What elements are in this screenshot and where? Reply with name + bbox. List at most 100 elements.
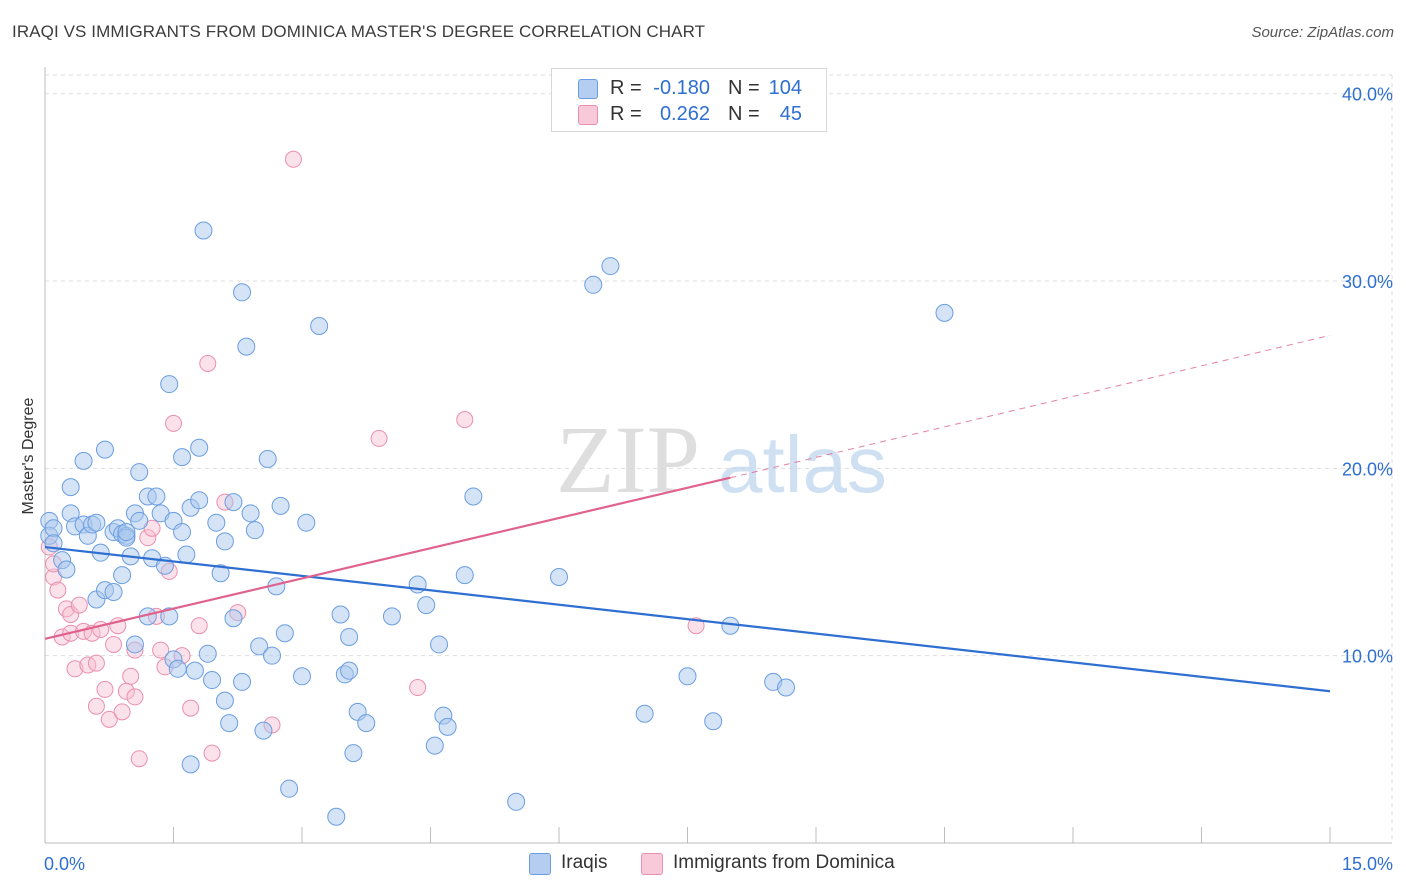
legend-swatch-pink — [578, 105, 598, 125]
dominica-point — [190, 617, 208, 635]
iraqi-point — [263, 646, 282, 665]
dominica-point — [182, 699, 200, 717]
dominica-point — [199, 354, 217, 372]
source-label: Source: ZipAtlas.com — [1251, 24, 1394, 41]
dominica-point — [126, 688, 144, 706]
dominica-point — [139, 529, 157, 547]
iraqi-point — [340, 661, 359, 680]
iraqi-point — [57, 560, 76, 579]
dominica-point — [87, 654, 105, 672]
iraqi-point — [340, 627, 359, 646]
legend-r-label: R = — [610, 77, 642, 99]
iraqi-point — [297, 513, 316, 532]
iraqi-point — [104, 582, 123, 601]
dominica-point — [66, 660, 84, 678]
iraqi-point — [220, 714, 239, 733]
bottom-legend-label: Iraqis — [561, 852, 608, 873]
iraqi-point — [382, 607, 401, 626]
legend-r-label: R = — [610, 103, 642, 125]
legend-r-value: 0.262 — [659, 103, 710, 125]
iraqi-point — [95, 440, 114, 459]
dominica-point — [96, 680, 114, 698]
iraqi-trend-line — [44, 545, 1331, 693]
iraqi-point — [635, 704, 654, 723]
iraqi-point — [250, 637, 269, 656]
iraqi-point — [194, 221, 213, 240]
iraqi-point — [125, 635, 144, 654]
legend-n-label: N = — [728, 103, 760, 125]
iraqi-point — [507, 792, 526, 811]
iraqi-point — [130, 511, 149, 530]
legend-n-value: 104 — [768, 77, 802, 99]
dominica-point — [152, 641, 170, 659]
bottom-legend-label: Immigrants from Dominica — [673, 852, 895, 873]
iraqi-point — [113, 566, 132, 585]
iraqi-point — [130, 463, 149, 482]
y-tick-label: 40.0% — [1342, 85, 1393, 105]
legend-row-dominica: R = 0.262 N = 45 — [552, 101, 826, 127]
iraqi-point — [224, 493, 243, 512]
iraqi-point — [271, 496, 290, 515]
iraqi-point — [464, 487, 483, 506]
y-tick-label: 20.0% — [1342, 459, 1393, 479]
bottom-legend-swatch-pink — [641, 853, 663, 875]
legend-row-iraqis: R = -0.180 N = 104 — [552, 75, 826, 101]
dominica-point — [122, 667, 140, 685]
dominica-point — [409, 679, 427, 697]
dominica-point — [284, 150, 302, 168]
dominica-point — [100, 710, 118, 728]
chart-title: IRAQI VS IMMIGRANTS FROM DOMINICA MASTER… — [12, 22, 706, 41]
iraqi-point — [425, 736, 444, 755]
dominica-point — [79, 656, 97, 674]
iraqi-point — [254, 721, 273, 740]
iraqi-point — [160, 375, 179, 394]
iraqi-point — [44, 519, 63, 538]
dominica-trend-line — [44, 476, 731, 640]
iraqi-point — [344, 744, 363, 763]
iraqi-point — [74, 451, 93, 470]
iraqi-point — [241, 504, 260, 523]
iraqi-point — [211, 564, 230, 583]
iraqi-point — [61, 478, 80, 497]
iraqi-point — [233, 283, 252, 302]
x-tick-label: 15.0% — [1342, 854, 1393, 874]
iraqi-point — [258, 450, 277, 468]
iraqi-point — [168, 659, 187, 678]
watermark-atlas: atlas — [718, 420, 887, 509]
iraqi-point — [245, 521, 264, 540]
iraqi-point — [185, 661, 204, 680]
iraqi-point — [147, 487, 166, 506]
iraqi-point — [430, 635, 449, 654]
iraqi-point — [280, 779, 299, 798]
iraqi-point — [190, 491, 209, 510]
iraqi-point — [215, 532, 234, 551]
iraqi-point — [203, 671, 222, 690]
iraqi-point — [935, 303, 954, 322]
iraqi-point — [173, 523, 192, 542]
iraqi-point — [601, 257, 620, 276]
iraqi-point — [331, 605, 350, 624]
iraqi-point — [584, 275, 603, 294]
iraqi-point — [117, 523, 136, 542]
iraqi-point — [438, 717, 457, 736]
y-tick-label: 10.0% — [1342, 647, 1393, 667]
iraqi-point — [177, 545, 196, 564]
iraqi-point — [198, 644, 217, 663]
iraqi-point — [417, 596, 436, 615]
iraqi-point — [87, 513, 106, 532]
dominica-point — [130, 750, 148, 768]
iraqi-point — [207, 513, 226, 532]
iraqi-point — [233, 672, 252, 691]
dominica-point — [165, 414, 182, 432]
dominica-point — [105, 635, 123, 653]
dominica-point — [113, 703, 131, 721]
bottom-legend-swatch-blue — [529, 853, 551, 875]
iraqi-point — [550, 568, 568, 587]
iraqi-point — [704, 712, 723, 731]
dominica-point — [62, 605, 80, 623]
dominica-point — [70, 596, 88, 614]
iraqi-point — [357, 714, 376, 733]
dominica-point — [370, 429, 388, 447]
y-axis-title: Master's Degree — [20, 397, 37, 514]
dominica-point — [203, 744, 221, 762]
